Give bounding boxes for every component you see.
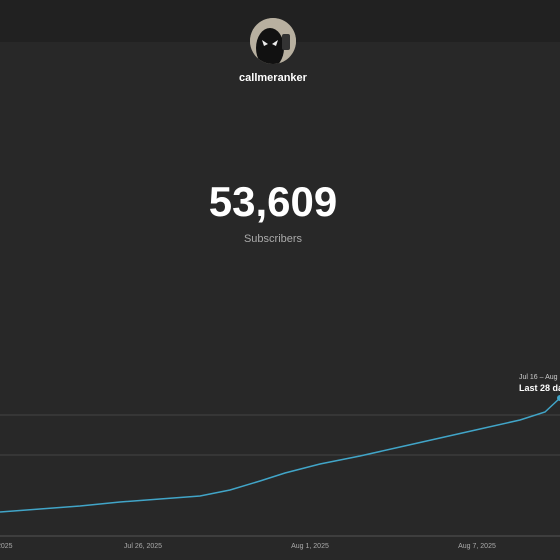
trend-line [0,397,560,513]
x-label: Aug 7, 2025 [458,543,496,550]
tooltip-range: Jul 16 – Aug [519,374,558,381]
x-label: Jul 26, 2025 [124,543,162,550]
x-label: Aug 1, 2025 [291,543,329,550]
x-label: 2025 [0,543,13,550]
subscriber-count: 53,609 [208,178,338,225]
point-marker [557,395,560,401]
tooltip-period: Last 28 day [519,383,560,393]
subscriber-label: Subscribers [243,233,303,245]
avatar[interactable] [250,18,296,64]
username[interactable]: callmeranker [239,72,307,84]
avatar-image [250,18,296,64]
